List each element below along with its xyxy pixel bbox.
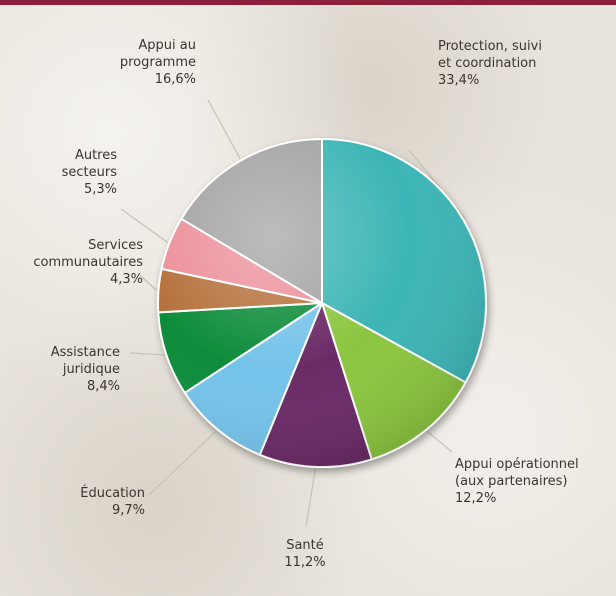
slice-value-label: 12,2%	[455, 491, 497, 506]
slice-label-line: juridique	[62, 362, 120, 377]
slice-label: Services communautaires 4,3%	[8, 237, 143, 288]
slice-label-line: Autres	[74, 148, 117, 163]
slice-label: Appui opérationnel (aux partenaires) 12,2%	[455, 456, 579, 507]
slice-value-label: 4,3%	[109, 272, 143, 287]
slice-label-line: (aux partenaires)	[455, 474, 568, 489]
slice-label-line: Protection, suivi	[438, 39, 542, 54]
slice-label-line: Appui opérationnel	[455, 457, 579, 472]
slice-label-line: Éducation	[80, 486, 145, 501]
slice-label: Éducation 9,7%	[57, 485, 145, 519]
slice-label: Assistance juridique 8,4%	[20, 344, 120, 395]
slice-label: Santé 11,2%	[275, 537, 335, 571]
slice-label-line: Assistance	[50, 345, 120, 360]
slice-value-label: 8,4%	[86, 379, 120, 394]
slice-label-line: et coordination	[438, 56, 537, 71]
slice-value-label: 9,7%	[111, 503, 145, 518]
leader-line	[129, 352, 165, 356]
slice-label: Appui au programme 16,6%	[100, 37, 196, 88]
slice-value-label: 5,3%	[83, 182, 117, 197]
slice-label-line: secteurs	[61, 165, 117, 180]
leader-line	[305, 468, 316, 528]
slice-value-label: 11,2%	[284, 555, 326, 570]
slice-label-line: Services	[88, 238, 143, 253]
leader-line	[139, 274, 157, 291]
slice-label-line: Santé	[286, 538, 324, 553]
slice-value-label: 33,4%	[438, 73, 480, 88]
slice-label: Autres secteurs 5,3%	[40, 147, 117, 198]
slice-value-label: 16,6%	[154, 72, 196, 87]
top-accent-bar	[0, 0, 616, 5]
slice-label-line: programme	[119, 55, 196, 70]
slice-label-line: Appui au	[138, 38, 196, 53]
leader-line	[426, 430, 453, 453]
slice-label-line: communautaires	[33, 255, 143, 270]
slice-label: Protection, suivi et coordination 33,4%	[438, 38, 542, 89]
leader-line	[148, 430, 217, 496]
leader-line	[207, 99, 241, 159]
